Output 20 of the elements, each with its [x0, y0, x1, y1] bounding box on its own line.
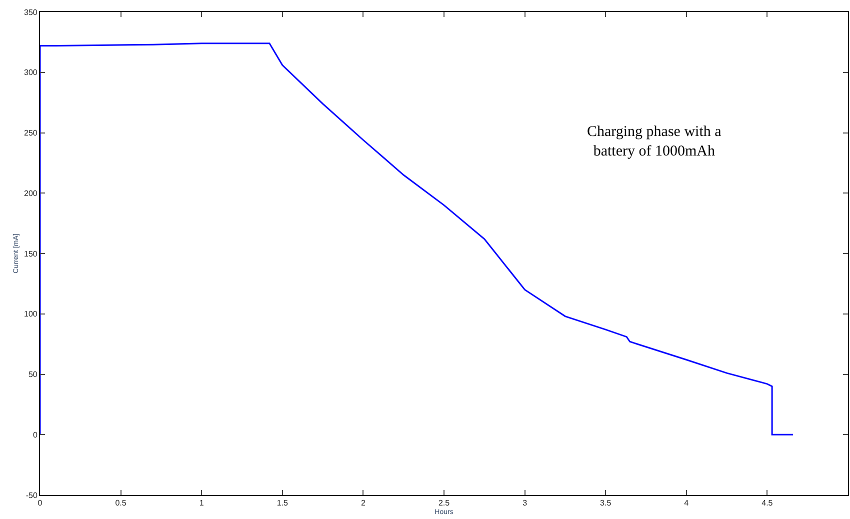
x-tick-label: 1.5 — [276, 498, 289, 508]
y-tick-label: 200 — [24, 188, 38, 198]
x-tick-label: 4.5 — [762, 498, 774, 508]
annotation: Charging phase with a battery of 1000mAh — [587, 124, 722, 160]
x-tick-label: 4 — [684, 498, 690, 508]
y-tick-label: 150 — [24, 249, 38, 258]
x-tick-label: 2.5 — [438, 498, 450, 508]
x-tick-label: 0.5 — [115, 498, 127, 508]
x-tick-label: 3.5 — [600, 498, 612, 508]
y-tick-label: 250 — [24, 128, 38, 138]
line-series — [40, 42, 794, 436]
y-tick-label: 50 — [28, 370, 38, 380]
x-tick-label: 2 — [360, 498, 366, 508]
y-tick-label: 0 — [32, 430, 38, 440]
x-tick-label: 3 — [522, 498, 528, 508]
x-tick-label: 1 — [199, 498, 204, 508]
y-tick-label: 300 — [24, 68, 38, 78]
y-tick-label: -50 — [26, 490, 38, 500]
y-tick-label: 100 — [24, 310, 38, 319]
y-tick-label: 350 — [24, 8, 38, 17]
